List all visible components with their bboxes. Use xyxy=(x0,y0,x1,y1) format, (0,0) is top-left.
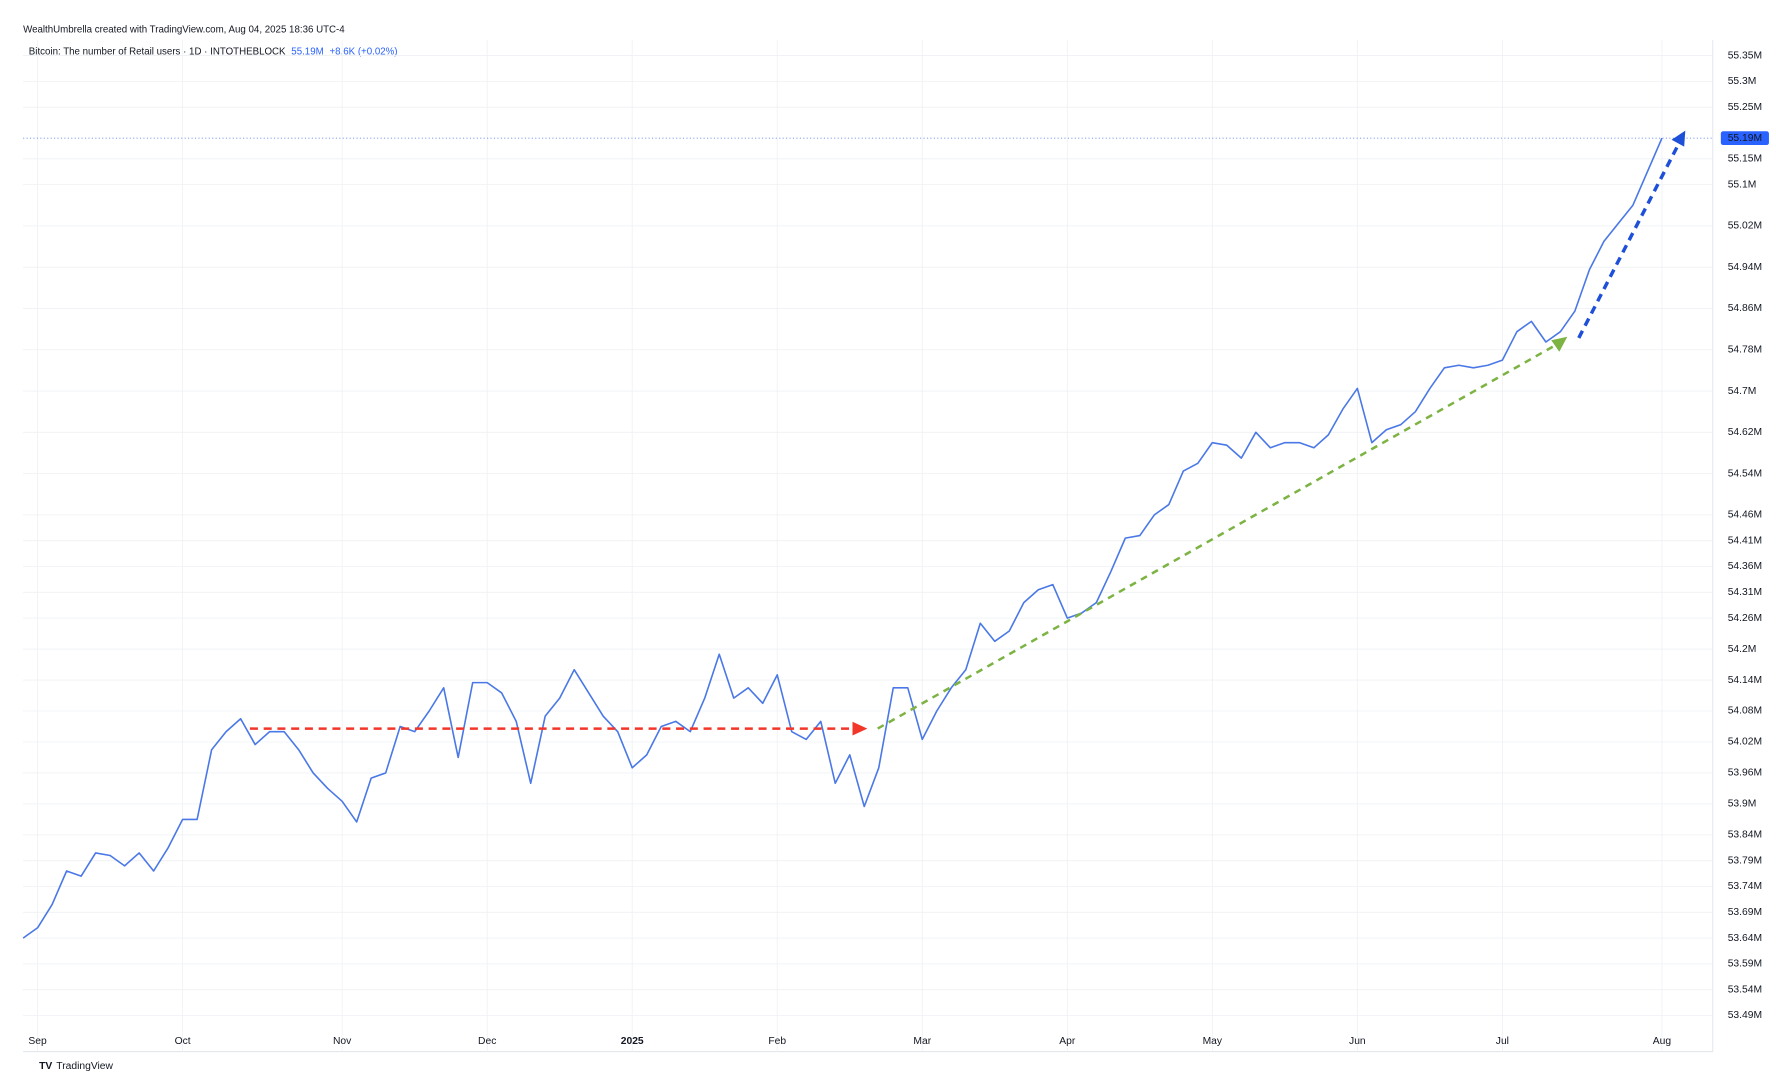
symbol: Bitcoin: The number of Retail users · 1D… xyxy=(29,46,286,57)
breakout-arrow xyxy=(1577,143,1680,339)
y-tick-label: 54.54M xyxy=(1728,468,1762,479)
price-tag-label: 55.19M xyxy=(1728,133,1762,144)
y-tick-label: 53.49M xyxy=(1728,1010,1762,1021)
last-value: 55.19M xyxy=(291,46,323,57)
x-tick-label: Feb xyxy=(768,1036,786,1047)
x-tick-label: Oct xyxy=(175,1036,191,1047)
y-tick-label: 53.74M xyxy=(1728,881,1762,892)
brand: TradingView xyxy=(56,1061,113,1072)
y-tick-label: 54.14M xyxy=(1728,675,1762,686)
x-tick-label: Nov xyxy=(333,1036,352,1047)
y-tick-label: 54.26M xyxy=(1728,613,1762,624)
y-tick-label: 53.69M xyxy=(1728,907,1762,918)
x-tick-label: Mar xyxy=(913,1036,931,1047)
x-tick-label: Aug xyxy=(1653,1036,1672,1047)
y-tick-label: 54.36M xyxy=(1728,561,1762,572)
trend-arrow xyxy=(877,342,1559,730)
y-tick-label: 55.35M xyxy=(1728,50,1762,61)
x-tick-label: Jul xyxy=(1496,1036,1509,1047)
y-tick-label: 54.02M xyxy=(1728,737,1762,748)
legend: Bitcoin: The number of Retail users · 1D… xyxy=(29,46,398,57)
y-tick-label: 55.3M xyxy=(1728,76,1757,87)
y-tick-label: 54.78M xyxy=(1728,344,1762,355)
y-tick-label: 54.94M xyxy=(1728,262,1762,273)
y-tick-label: 53.59M xyxy=(1728,959,1762,970)
y-tick-label: 54.46M xyxy=(1728,510,1762,521)
y-tick-label: 53.79M xyxy=(1728,855,1762,866)
y-tick-label: 53.84M xyxy=(1728,830,1762,841)
y-tick-label: 54.62M xyxy=(1728,427,1762,438)
y-tick-label: 53.96M xyxy=(1728,768,1762,779)
arrow-head xyxy=(1671,130,1686,147)
credit: WealthUmbrella created with TradingView.… xyxy=(23,24,345,35)
arrow-head xyxy=(852,721,868,736)
y-tick-label: 53.9M xyxy=(1728,799,1757,810)
y-tick-label: 54.7M xyxy=(1728,386,1757,397)
x-tick-label: Apr xyxy=(1059,1036,1076,1047)
y-tick-label: 54.2M xyxy=(1728,644,1757,655)
y-tick-label: 53.64M xyxy=(1728,933,1762,944)
y-tick-label: 54.86M xyxy=(1728,303,1762,314)
x-tick-label: Dec xyxy=(478,1036,496,1047)
x-tick-label: Jun xyxy=(1349,1036,1366,1047)
price-tag xyxy=(1720,131,1769,146)
y-tick-label: 53.54M xyxy=(1728,984,1762,995)
x-tick-label: 2025 xyxy=(621,1036,644,1047)
y-tick-label: 55.15M xyxy=(1728,154,1762,165)
y-tick-label: 54.08M xyxy=(1728,706,1762,717)
y-tick-label: 54.41M xyxy=(1728,535,1762,546)
change: +8.6K (+0.02%) xyxy=(329,46,397,57)
y-tick-label: 55.02M xyxy=(1728,221,1762,232)
annotations xyxy=(249,130,1686,736)
logo: TV xyxy=(39,1061,52,1072)
x-tick-label: May xyxy=(1203,1036,1223,1047)
y-tick-label: 54.31M xyxy=(1728,587,1762,598)
y-tick-label: 55.1M xyxy=(1728,179,1757,190)
series-line xyxy=(22,137,1663,939)
x-tick-label: Sep xyxy=(28,1036,47,1047)
plot: 55.19M xyxy=(22,131,1769,939)
arrow-head xyxy=(1551,336,1568,352)
y-tick-label: 55.25M xyxy=(1728,102,1762,113)
grid: 55.35M 55.3M 55.25M 55.15M 55.1M 55.02M 54.94M… xyxy=(23,40,1762,1053)
